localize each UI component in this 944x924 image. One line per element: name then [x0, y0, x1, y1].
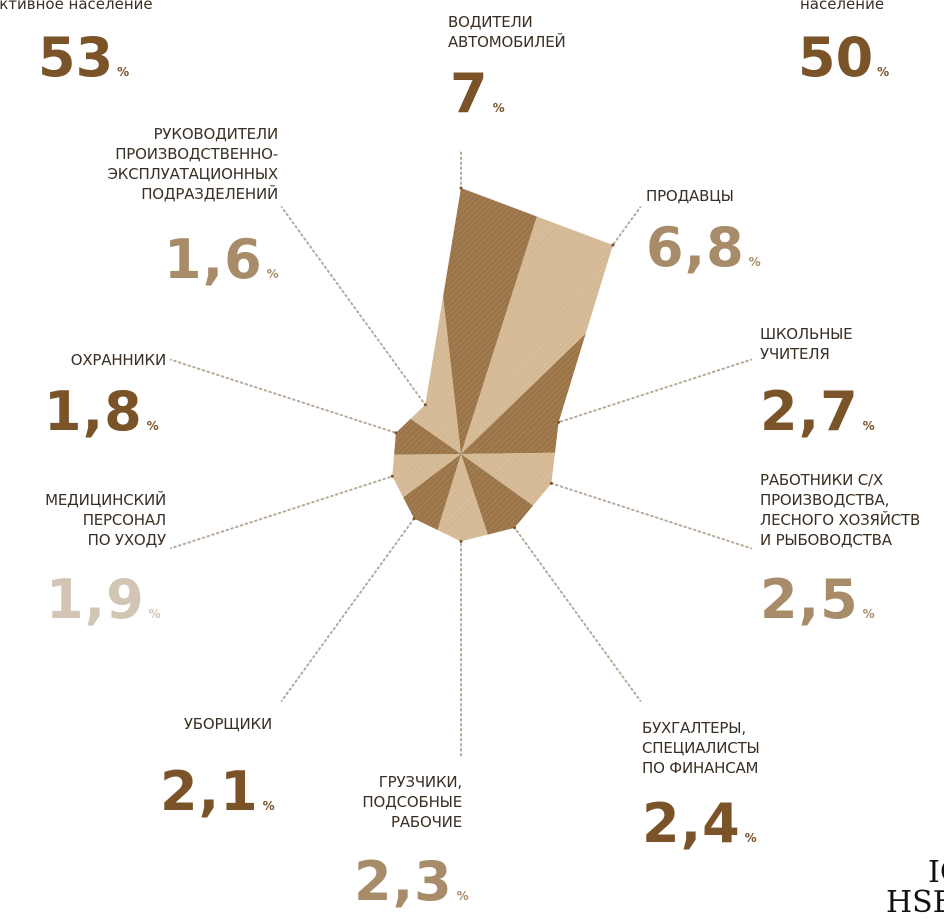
value-label-cleaners: 2,1%	[160, 760, 275, 823]
value-label-loaders: 2,3%	[354, 850, 469, 913]
category-label-loaders: ГРУЗЧИКИ, ПОДСОБНЫЕ РАБОЧИЕ	[362, 773, 462, 831]
radar-point-medical	[390, 474, 394, 478]
value-label-medical: 1,9%	[46, 568, 161, 631]
value-label-guards: 1,8%	[44, 380, 159, 443]
header-right-value: 50%	[798, 26, 890, 89]
category-label-medical: МЕДИЦИНСКИЙ ПЕРСОНАЛ ПО УХОДУ	[45, 491, 166, 549]
value-label-agriculture: 2,5%	[760, 568, 875, 631]
header-right-label: население	[800, 0, 885, 13]
value-label-sellers: 6,8%	[646, 216, 761, 279]
category-label-agriculture: РАБОТНИКИ С/Х ПРОИЗВОДСТВА, ЛЕСНОГО ХОЗЯ…	[760, 471, 921, 549]
hse-logo: IC HSE	[886, 858, 944, 917]
value-label-drivers: 7%	[450, 62, 505, 125]
radar-point-cleaners	[412, 517, 416, 521]
category-label-sellers: ПРОДАВЦЫ	[646, 187, 734, 205]
value-label-managers: 1,6%	[164, 228, 279, 291]
radar-point-drivers	[459, 186, 463, 190]
value-label-teachers: 2,7%	[760, 380, 875, 443]
radar-point-accountants	[513, 526, 517, 530]
radar-point-guards	[394, 431, 398, 435]
radar-point-teachers	[557, 420, 561, 424]
radar-point-agriculture	[549, 481, 553, 485]
value-label-accountants: 2,4%	[642, 792, 757, 855]
radar-point-managers	[423, 403, 427, 407]
header-left-value: 53%	[38, 26, 130, 89]
radar-hatch-overlay	[392, 188, 613, 542]
category-label-guards: ОХРАННИКИ	[70, 351, 166, 369]
category-label-drivers: ВОДИТЕЛИ АВТОМОБИЛЕЙ	[448, 13, 566, 51]
category-label-cleaners: УБОРЩИКИ	[183, 715, 272, 733]
category-label-teachers: ШКОЛЬНЫЕ УЧИТЕЛЯ	[760, 325, 853, 363]
radar-point-loaders	[459, 539, 463, 543]
category-label-accountants: БУХГАЛТЕРЫ, СПЕЦИАЛИСТЫ ПО ФИНАНСАМ	[642, 719, 760, 777]
category-label-managers: РУКОВОДИТЕЛИ ПРОИЗВОДСТВЕННО- ЭКСПЛУАТАЦ…	[107, 125, 278, 203]
radar-point-sellers	[611, 243, 615, 247]
header-left-label: активное население	[0, 0, 153, 13]
